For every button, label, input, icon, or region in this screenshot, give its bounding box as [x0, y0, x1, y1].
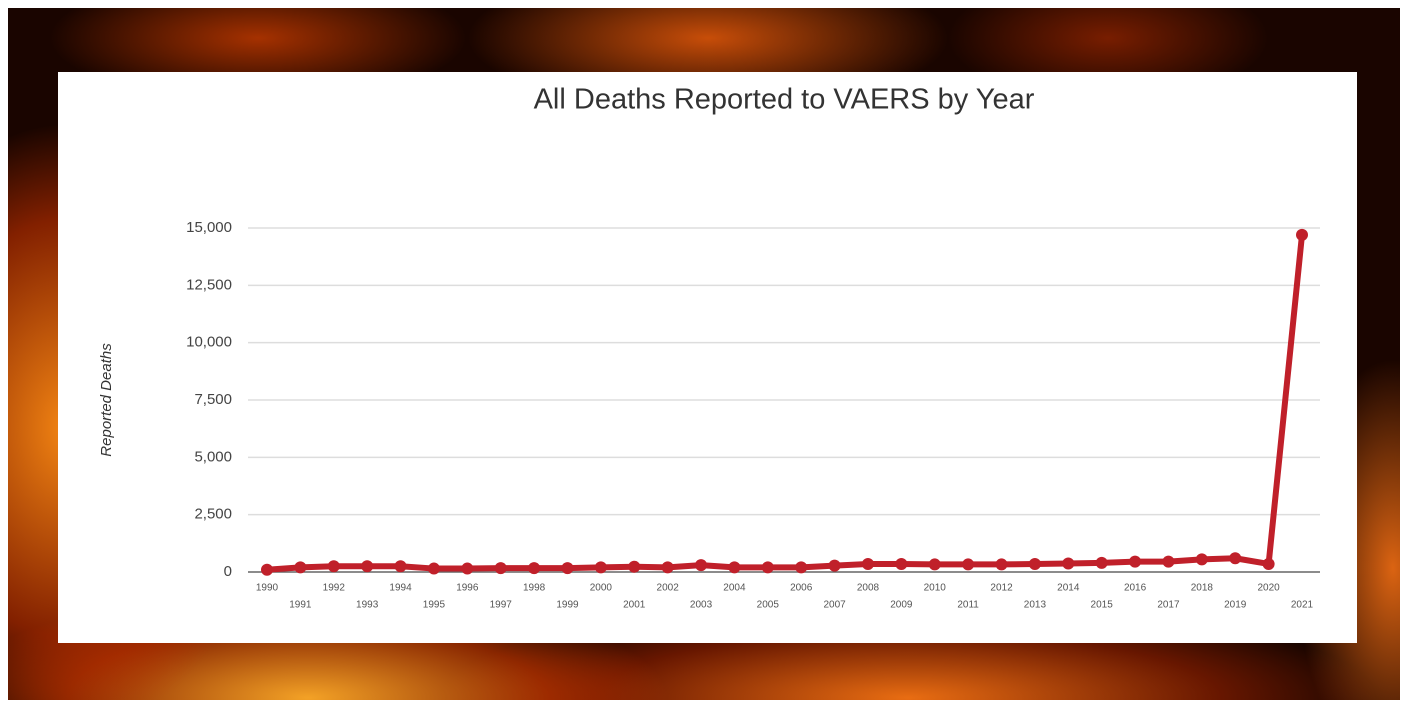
x-tick-label: 2015 [1091, 600, 1114, 611]
x-tick-label: 1996 [456, 583, 479, 594]
point [1263, 558, 1275, 570]
point [895, 558, 907, 570]
x-tick-label: 1991 [289, 600, 312, 611]
point [962, 558, 974, 570]
point [628, 561, 640, 573]
point [1062, 558, 1074, 570]
x-tick-label: 2005 [757, 600, 780, 611]
x-tick-label: 2012 [990, 583, 1013, 594]
point [996, 558, 1008, 570]
point [728, 561, 740, 573]
x-tick-label: 2009 [890, 600, 913, 611]
point [829, 560, 841, 572]
point [495, 562, 507, 574]
x-tick-label: 2011 [957, 600, 979, 611]
x-tick-label: 2010 [924, 583, 947, 594]
point [461, 563, 473, 575]
point [294, 561, 306, 573]
y-tick-label: 15,000 [186, 219, 232, 236]
y-axis-label: Reported Deaths [98, 343, 115, 457]
point [395, 560, 407, 572]
x-tick-label: 2014 [1057, 583, 1080, 594]
point [762, 561, 774, 573]
x-tick-label: 2018 [1191, 583, 1214, 594]
point [662, 561, 674, 573]
point [1162, 556, 1174, 568]
page: {"chart_data": {"type": "line", "title":… [0, 0, 1406, 706]
chart-title: All Deaths Reported to VAERS by Year [534, 84, 1035, 116]
y-tick-label: 10,000 [186, 334, 232, 351]
x-tick-label: 1998 [523, 583, 546, 594]
x-tick-label: 2019 [1224, 600, 1247, 611]
point [1029, 558, 1041, 570]
x-tick-label: 2000 [590, 583, 613, 594]
x-tick-label: 2017 [1157, 600, 1180, 611]
point [929, 558, 941, 570]
point [1129, 556, 1141, 568]
y-tick-label: 12,500 [186, 276, 232, 293]
point [862, 558, 874, 570]
point [561, 562, 573, 574]
y-tick-label: 2,500 [194, 506, 232, 523]
x-tick-label: 2007 [823, 600, 846, 611]
point [1096, 557, 1108, 569]
point [695, 559, 707, 571]
point [595, 561, 607, 573]
x-tick-label: 1994 [389, 583, 412, 594]
x-tick-label: 2004 [723, 583, 746, 594]
point [1229, 552, 1241, 564]
x-tick-label: 2002 [657, 583, 680, 594]
point [1296, 229, 1308, 241]
x-tick-label: 2020 [1257, 583, 1280, 594]
x-tick-label: 1993 [356, 600, 379, 611]
x-tick-label: 1997 [490, 600, 513, 611]
x-tick-label: 1990 [256, 583, 279, 594]
x-tick-label: 2016 [1124, 583, 1147, 594]
x-tick-label: 1999 [556, 600, 579, 611]
point [1196, 553, 1208, 565]
x-tick-label: 2021 [1291, 600, 1314, 611]
chart: All Deaths Reported to VAERS by Year Rep… [0, 0, 1406, 706]
x-tick-label: 2001 [623, 600, 646, 611]
x-tick-label: 2006 [790, 583, 813, 594]
point [361, 560, 373, 572]
x-tick-label: 2013 [1024, 600, 1047, 611]
point [328, 560, 340, 572]
point [428, 563, 440, 575]
x-tick-label: 2003 [690, 600, 713, 611]
y-tick-label: 7,500 [194, 391, 232, 408]
y-tick-label: 5,000 [194, 448, 232, 465]
x-tick-label: 1995 [423, 600, 446, 611]
point [528, 562, 540, 574]
x-tick-label: 1992 [323, 583, 346, 594]
y-tick-label: 0 [224, 563, 232, 580]
point [795, 561, 807, 573]
x-tick-label: 2008 [857, 583, 880, 594]
point [261, 564, 273, 576]
